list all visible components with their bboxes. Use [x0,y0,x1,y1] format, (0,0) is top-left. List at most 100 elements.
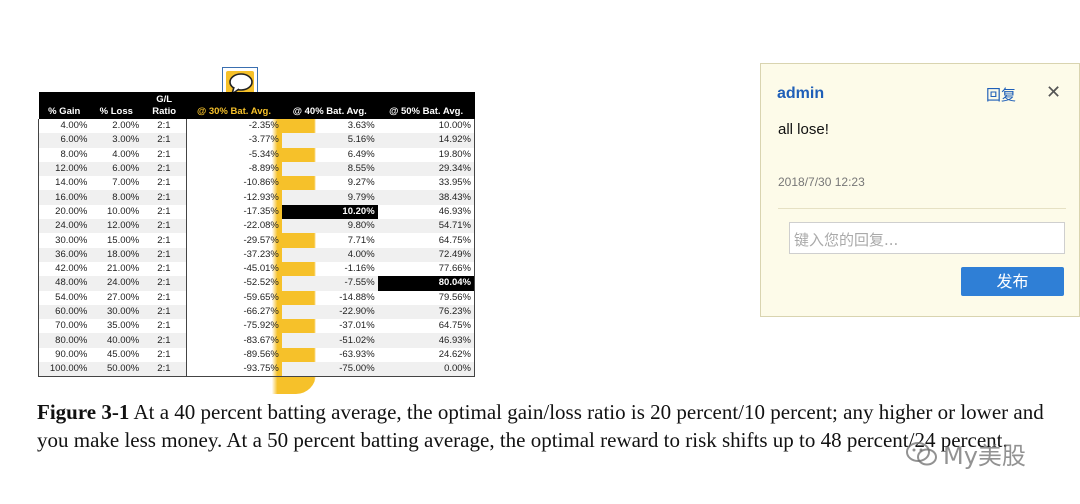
table-cell: -51.02% [281,333,378,348]
table-cell: -45.01% [243,263,279,275]
wechat-icon [906,441,937,465]
table-cell: 2:1 [142,276,187,291]
table-cell: 16.00% [38,190,91,205]
table-cell: 29.34% [377,161,475,177]
table-cell: 10.00% [107,205,140,217]
figure-caption: Figure 3-1 At a 40 percent batting avera… [37,398,1052,454]
table-row: 8.00% 4.00% 2:1 -5.34% 6.49% 19.80% [38,147,475,162]
table-header-cell: @ 50% Bat. Avg. [377,92,475,119]
table-row: 14.00% 7.00% 2:1 -10.86% 9.27% 33.95% [38,176,475,191]
table-row: 60.00% 30.00% 2:1 -66.27% -22.90% 76.23% [38,304,475,320]
reply-link[interactable]: 回复 [986,87,1017,104]
speech-bubble-glyph [229,73,253,95]
table-cell: -66.27% [243,306,279,317]
table-cell: 76.23% [377,304,475,320]
table-cell: 7.71% [347,234,375,246]
table-cell: 3.00% [90,133,143,148]
table-cell: 4.00% [38,119,91,134]
close-icon[interactable]: ✕ [1046,82,1062,102]
table-cell: 24.00% [38,219,91,234]
table-cell: 2:1 [142,347,187,363]
comment-body: all lose! [778,121,829,138]
table-cell: 30.00% [90,304,143,320]
table-cell: 79.56% [377,290,475,305]
table-cell: 70.00% [38,319,91,334]
table-cell: -1.16% [344,263,375,275]
table-cell: -5.34% [248,148,279,160]
table-cell: 2:1 [142,261,187,277]
table-cell: 30.00% [38,233,91,248]
table-cell: -37.23% [243,248,279,260]
table-cell: 6.49% [347,148,375,160]
table-cell: -93.75% [186,362,282,378]
table-cell: 2:1 [142,233,187,248]
table-cell: 21.00% [107,263,140,275]
table-row: 70.00% 35.00% 2:1 -75.92% -37.01% 64.75% [38,319,475,334]
table-cell: 46.93% [377,204,475,220]
table-cell: 10.20% [281,204,378,220]
table-cell: -52.52% [243,277,279,289]
table-cell: 2:1 [142,362,187,378]
table-cell: 12.00% [38,161,91,177]
comment-anchor-icon[interactable] [222,67,258,100]
table-cell: -75.92% [243,320,279,332]
table-cell: 2:1 [142,204,187,220]
table-cell: 9.27% [347,177,375,189]
table-cell: 2:1 [142,333,187,348]
table-cell: 4.00% [112,148,140,160]
table-cell: 2:1 [142,133,187,148]
table-row: 30.00% 15.00% 2:1 -29.57% 7.71% 64.75% [38,233,475,248]
table-cell: 54.71% [377,219,475,234]
table-cell: -3.77% [248,134,279,146]
table-cell: 2:1 [142,147,187,162]
table-cell: 15.00% [107,234,140,246]
table-cell: 80.04% [377,276,475,291]
table-row: 12.00% 6.00% 2:1 -8.89% 8.55% 29.34% [38,161,475,177]
table-cell: -10.86% [243,177,279,189]
table-cell: 2:1 [142,161,187,177]
table-cell: 100.00% [38,362,91,378]
table-cell: 64.75% [377,319,475,334]
table-cell: 6.00% [38,133,91,148]
watermark: My美股 [905,436,1026,471]
table-cell: -63.93% [339,348,375,360]
table-row: 80.00% 40.00% 2:1 -83.67% -51.02% 46.93% [38,333,475,348]
table-cell: 54.00% [38,290,91,305]
table-cell: -29.57% [243,234,279,246]
table-cell: 12.00% [90,219,143,234]
table-cell: 64.75% [377,233,475,248]
table-cell: 8.00% [38,147,91,162]
table-cell: 9.79% [281,190,378,205]
table-cell: -59.65% [243,291,279,303]
table-cell: 45.00% [107,348,140,360]
table-cell: 2:1 [142,119,187,134]
table-cell: 35.00% [107,320,140,332]
comment-panel: admin 回复 ✕ all lose! 2018/7/30 12:23 键入您… [760,63,1080,317]
table-cell: 5.16% [281,133,378,148]
table-header-cell: % Loss [90,92,143,119]
table-row: 16.00% 8.00% 2:1 -12.93% 9.79% 38.43% [38,190,475,205]
reply-input[interactable]: 键入您的回复... [789,222,1065,254]
table-cell: 36.00% [38,247,91,262]
table-cell: 14.92% [377,133,475,148]
table-cell: 33.95% [377,176,475,191]
figure-caption-text: At a 40 percent batting average, the opt… [37,400,1044,452]
submit-button[interactable]: 发布 [961,267,1064,296]
table-cell: 2.00% [112,120,140,132]
table-cell: 77.66% [377,261,475,277]
table-cell: 20.00% [38,204,91,220]
table-cell: -7.55% [281,276,378,291]
table-row: 54.00% 27.00% 2:1 -59.65% -14.88% 79.56% [38,290,475,305]
table-cell: 3.63% [347,120,375,132]
table-row: 42.00% 21.00% 2:1 -45.01% -1.16% 77.66% [38,261,475,277]
table-cell: -37.01% [339,320,375,332]
table-cell: 90.00% [38,347,91,363]
table-cell: 24.00% [90,276,143,291]
table-header-cell: @ 40% Bat. Avg. [281,92,379,119]
divider [778,208,1066,209]
table-cell: 42.00% [38,261,91,277]
comment-date: 2018/7/30 12:23 [778,175,865,189]
table-cell: 10.00% [377,119,475,134]
table-header-cell: G/L Ratio [142,92,187,119]
table-cell: 2:1 [142,190,187,205]
